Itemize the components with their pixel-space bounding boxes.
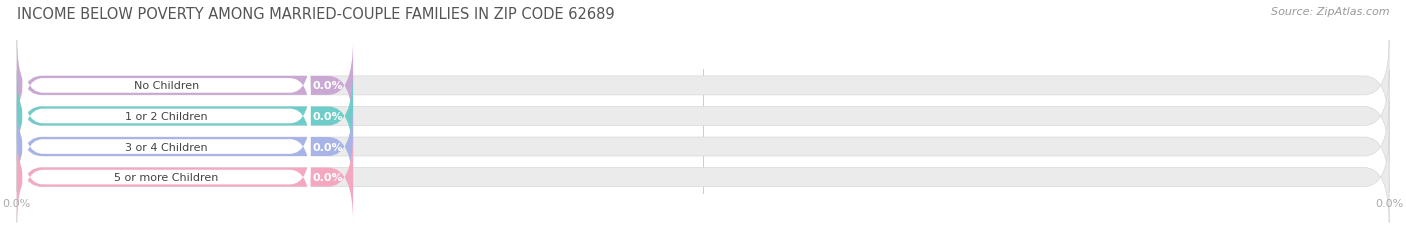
Text: 0.0%: 0.0% <box>314 142 343 152</box>
Text: 0.0%: 0.0% <box>314 172 343 182</box>
Text: Source: ZipAtlas.com: Source: ZipAtlas.com <box>1271 7 1389 17</box>
FancyBboxPatch shape <box>22 139 311 216</box>
FancyBboxPatch shape <box>22 78 311 155</box>
Text: 0.0%: 0.0% <box>314 81 343 91</box>
FancyBboxPatch shape <box>17 71 353 162</box>
FancyBboxPatch shape <box>17 71 1389 162</box>
Text: 5 or more Children: 5 or more Children <box>114 172 219 182</box>
Text: 0.0%: 0.0% <box>314 112 343 122</box>
FancyBboxPatch shape <box>17 41 353 131</box>
FancyBboxPatch shape <box>17 102 353 192</box>
FancyBboxPatch shape <box>22 48 311 124</box>
Text: 1 or 2 Children: 1 or 2 Children <box>125 112 208 122</box>
FancyBboxPatch shape <box>17 132 1389 223</box>
Text: INCOME BELOW POVERTY AMONG MARRIED-COUPLE FAMILIES IN ZIP CODE 62689: INCOME BELOW POVERTY AMONG MARRIED-COUPL… <box>17 7 614 22</box>
Text: No Children: No Children <box>134 81 200 91</box>
FancyBboxPatch shape <box>17 132 353 223</box>
Text: 3 or 4 Children: 3 or 4 Children <box>125 142 208 152</box>
FancyBboxPatch shape <box>22 109 311 185</box>
FancyBboxPatch shape <box>17 102 1389 192</box>
FancyBboxPatch shape <box>17 41 1389 131</box>
